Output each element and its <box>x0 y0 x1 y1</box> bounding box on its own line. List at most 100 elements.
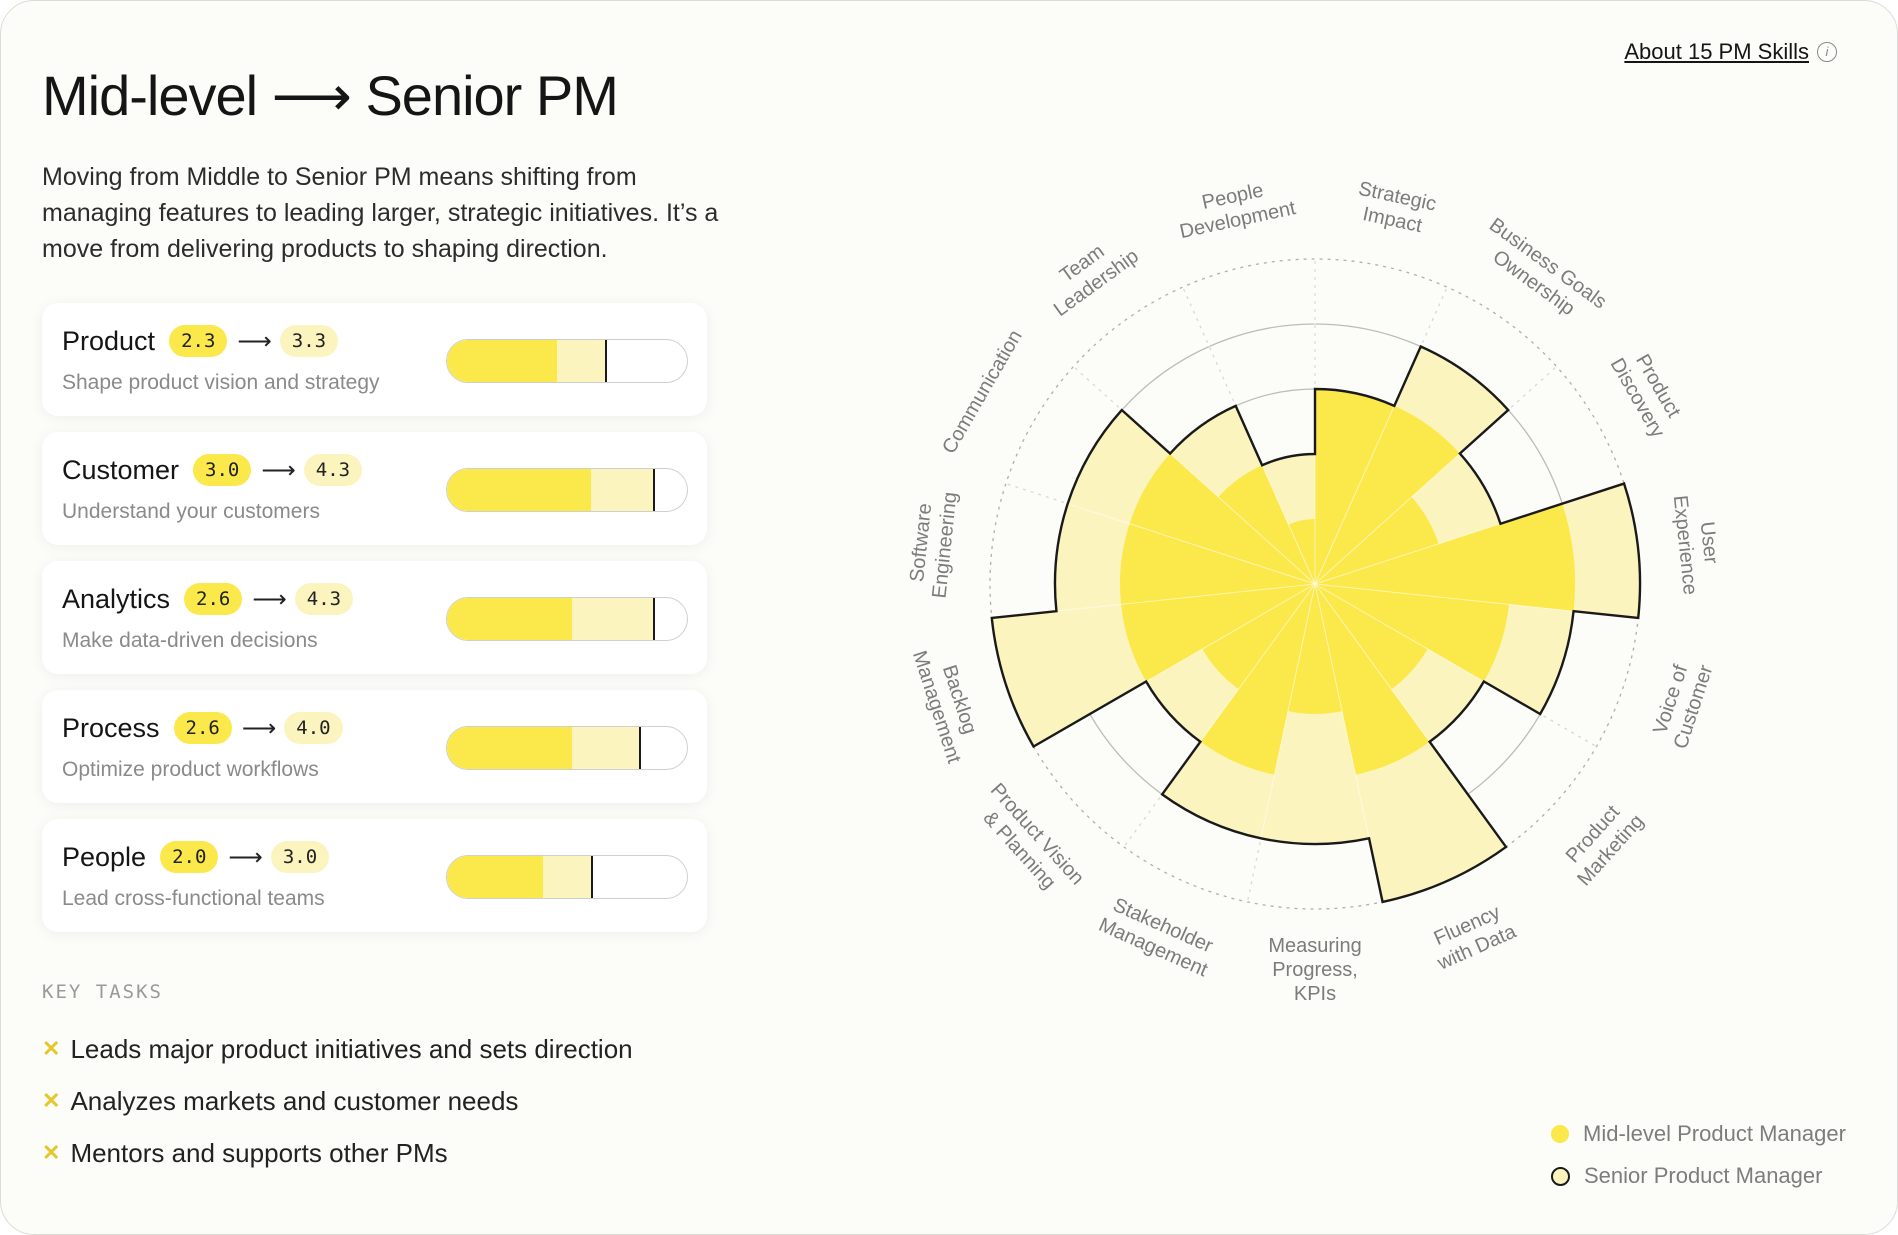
card-subtitle: Optimize product workflows <box>62 758 319 781</box>
mid-wedge <box>1315 584 1430 775</box>
senior-wedge <box>1260 584 1370 844</box>
card-subtitle: Shape product vision and strategy <box>62 371 380 394</box>
wedge-separator <box>1005 483 1316 585</box>
card-header: People 2.0 ⟶ 3.0 <box>62 841 330 873</box>
about-skills[interactable]: About 15 PM Skills i <box>1624 39 1837 65</box>
current-level-fill <box>447 727 572 769</box>
axis-label-line: User <box>1696 520 1722 565</box>
level-progress-bar <box>446 597 688 641</box>
level-progress-bar <box>446 855 688 899</box>
wedge-separator <box>1073 366 1316 585</box>
legend-item-senior: Senior Product Manager <box>1551 1155 1846 1197</box>
skill-card-process: Process 2.6 ⟶ 4.0 Optimize product workflows <box>42 690 707 803</box>
axis-label: StrategicImpact <box>1351 178 1438 239</box>
skills-radar-chart: StrategicImpact Business GoalsOwnershipPr… <box>906 174 1725 1005</box>
arrow-icon: ⟶ <box>237 327 272 355</box>
mid-wedge <box>1202 584 1315 690</box>
mid-wedge <box>1315 584 1428 690</box>
axis-label: Communication <box>938 326 1027 457</box>
wedge-separator <box>1314 583 1597 747</box>
card-subtitle: Understand your customers <box>62 500 320 523</box>
info-icon[interactable]: i <box>1817 42 1837 62</box>
mid-wedge <box>1129 453 1315 584</box>
current-level-badge: 2.6 <box>184 583 243 615</box>
skill-card-product: Product 2.3 ⟶ 3.3 Shape product vision and s… <box>42 303 707 416</box>
mid-wedge <box>1121 584 1315 682</box>
about-skills-link[interactable]: About 15 PM Skills <box>1624 39 1809 64</box>
axis-label: ProductMarketing <box>1555 794 1648 890</box>
card-name: Analytics <box>62 583 171 614</box>
key-task-text: Leads major product initiatives and sets… <box>70 1033 633 1064</box>
senior-outline <box>990 344 1642 904</box>
axis-label: TeamLeadership <box>1036 226 1143 321</box>
current-level-fill <box>447 340 558 382</box>
x-mark-icon: ✕ <box>42 1036 61 1061</box>
current-level-fill <box>447 598 572 640</box>
axis-label: Product Vision& Planning <box>968 779 1088 905</box>
mid-wedge <box>1315 389 1395 584</box>
intro-text: Moving from Middle to Senior PM means sh… <box>42 163 719 263</box>
legend: Mid-level Product Manager Senior Product… <box>1551 1113 1846 1197</box>
skill-card-analytics: Analytics 2.6 ⟶ 4.3 Make data-driven decisio… <box>42 561 707 674</box>
arrow-icon: ⟶ <box>252 585 287 613</box>
card-subtitle: Make data-driven decisions <box>62 629 318 652</box>
card-name: People <box>62 841 147 872</box>
arrow-icon: ⟶ <box>228 843 263 871</box>
key-task-item: ✕ Mentors and supports other PMs <box>42 1127 633 1179</box>
mid-wedge <box>1288 519 1315 584</box>
skill-card-customer: Customer 3.0 ⟶ 4.3 Understand your customers <box>42 432 707 545</box>
legend-mid-swatch <box>1551 1125 1569 1143</box>
card-header: Product 2.3 ⟶ 3.3 <box>62 325 339 357</box>
key-tasks-title: KEY TASKS <box>42 981 163 1003</box>
axis-label: UserExperience <box>1669 492 1725 596</box>
axis-label-line: Communication <box>938 326 1027 457</box>
card-header: Process 2.6 ⟶ 4.0 <box>62 712 343 744</box>
card-header: Customer 3.0 ⟶ 4.3 <box>62 454 363 486</box>
legend-senior-label: Senior Product Manager <box>1584 1163 1823 1188</box>
current-level-fill <box>447 469 591 511</box>
axis-label: PeopleDevelopment <box>1173 174 1298 244</box>
target-level-badge: 4.3 <box>294 583 354 615</box>
current-level-badge: 3.0 <box>193 454 252 486</box>
key-task-item: ✕ Leads major product initiatives and set… <box>42 1023 633 1075</box>
level-progress-bar <box>446 726 688 770</box>
card-name: Product <box>62 325 156 356</box>
current-level-badge: 2.6 <box>173 712 232 744</box>
level-progress-bar <box>446 339 688 383</box>
skill-card-people: People 2.0 ⟶ 3.0 Lead cross-functional teams <box>42 819 707 932</box>
axis-label: Business GoalsOwnership <box>1471 214 1610 333</box>
page-title: Mid-level ⟶ Senior PM <box>42 64 619 127</box>
axis-label: BacklogManagement <box>908 641 988 767</box>
axis-label: StakeholderManagement <box>1095 892 1221 982</box>
key-tasks-list: ✕ Leads major product initiatives and set… <box>42 1023 633 1179</box>
target-level-badge: 3.3 <box>279 325 339 357</box>
mid-wedge <box>1315 584 1509 682</box>
mid-wedge <box>1315 405 1460 584</box>
arrow-icon: ⟶ <box>261 456 296 484</box>
target-level-badge: 3.0 <box>270 841 330 873</box>
wedge-separator <box>1123 583 1316 848</box>
level-progress-bar <box>446 468 688 512</box>
wedge-separator <box>1314 286 1448 585</box>
axis-label-line: Experience <box>1669 494 1701 596</box>
axis-label: Fluencywith Data <box>1424 898 1521 975</box>
card-name: Customer <box>62 454 180 485</box>
current-level-badge: 2.3 <box>169 325 228 357</box>
target-level-badge: 4.3 <box>303 454 363 486</box>
x-mark-icon: ✕ <box>42 1088 61 1113</box>
mid-wedge <box>1200 584 1315 775</box>
mid-wedge <box>1218 465 1315 584</box>
mid-wedge <box>1315 497 1439 584</box>
x-mark-icon: ✕ <box>42 1140 61 1165</box>
axis-label-line: KPIs <box>1294 983 1336 1005</box>
axis-label: ProductDiscovery <box>1606 342 1690 441</box>
skill-cards: Product 2.3 ⟶ 3.3 Shape product vision and s… <box>42 303 707 948</box>
wedge-separator <box>1314 366 1557 585</box>
axis-label: Measuring Progress, KPIs <box>1268 935 1361 1005</box>
legend-mid-label: Mid-level Product Manager <box>1583 1121 1846 1146</box>
key-task-text: Mentors and supports other PMs <box>70 1137 448 1168</box>
card-header: Analytics 2.6 ⟶ 4.3 <box>62 583 354 615</box>
card-name: Process <box>62 712 160 743</box>
key-task-text: Analyzes markets and customer needs <box>70 1085 519 1116</box>
